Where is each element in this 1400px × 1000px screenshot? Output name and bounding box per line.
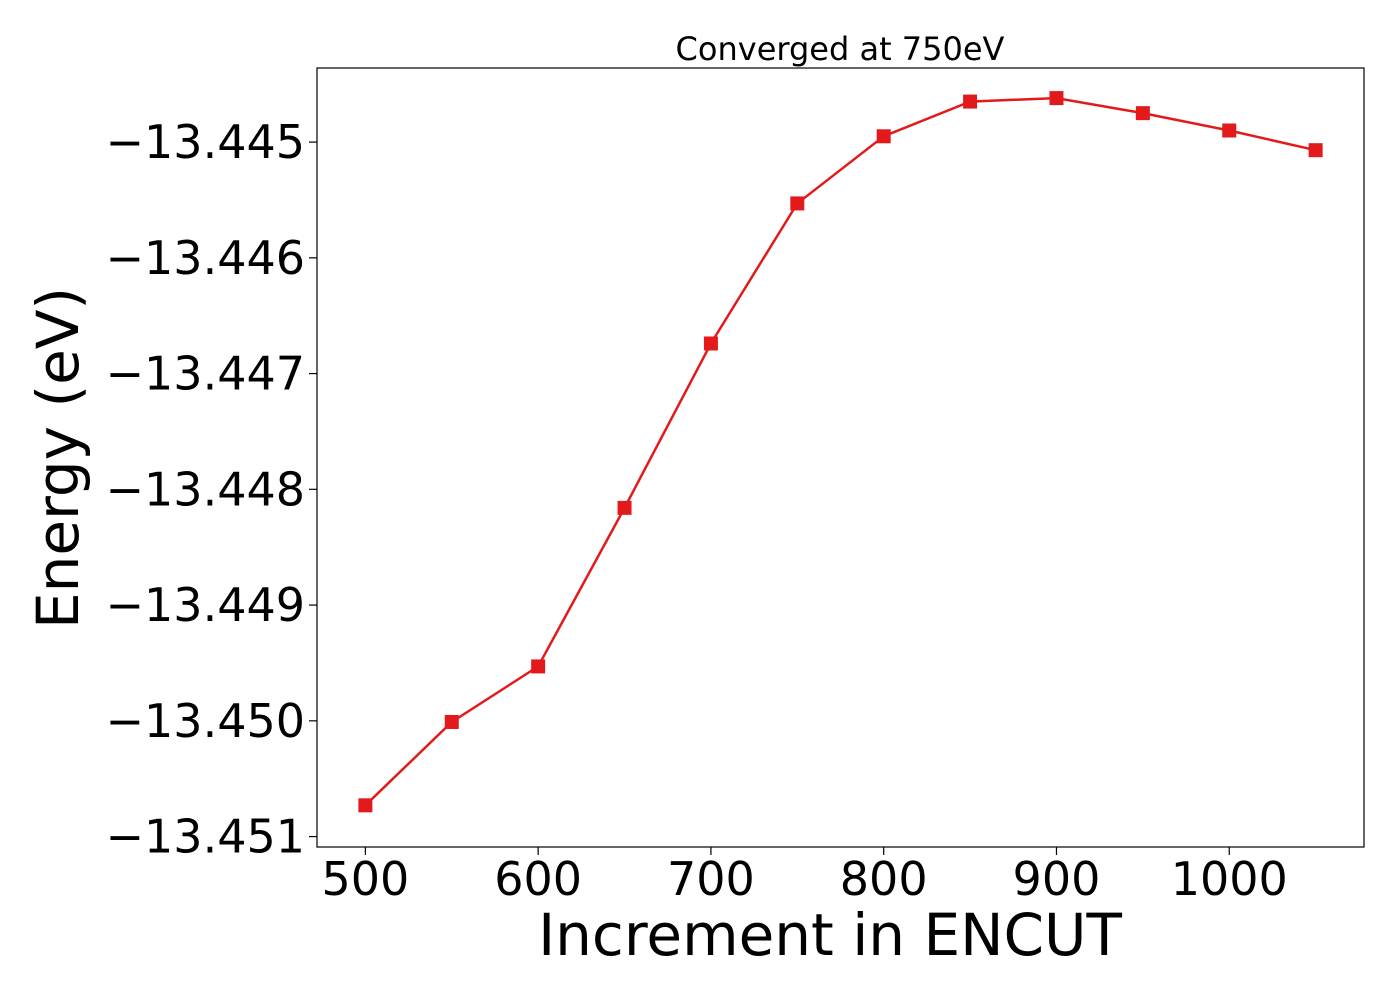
- plot-frame: [316, 67, 1365, 848]
- y-tick-label: −13.448: [106, 462, 306, 516]
- x-tick-label: 600: [494, 852, 582, 906]
- data-point: [876, 129, 891, 144]
- data-point: [358, 798, 373, 813]
- y-tick-label: −13.451: [106, 810, 306, 864]
- y-axis-label: Energy (eV): [24, 287, 92, 629]
- data-point: [703, 336, 718, 351]
- data-point: [1049, 91, 1064, 106]
- data-point: [1308, 143, 1323, 158]
- x-tick-label: 1000: [1171, 852, 1288, 906]
- x-axis: 500 600 700 800 900 1000: [321, 847, 1288, 906]
- x-tick-label: 500: [321, 852, 409, 906]
- chart-title: Converged at 750eV: [676, 30, 1005, 68]
- y-axis: −13.445 −13.446 −13.447 −13.448 −13.449 −13.4…: [106, 115, 317, 864]
- data-point: [790, 196, 805, 211]
- data-point: [963, 94, 978, 109]
- y-tick-label: −13.450: [106, 694, 306, 748]
- y-tick-label: −13.449: [106, 578, 306, 632]
- data-point: [1135, 106, 1150, 121]
- x-tick-label: 900: [1013, 852, 1101, 906]
- x-tick-label: 800: [840, 852, 928, 906]
- data-point: [617, 500, 632, 515]
- data-point: [531, 659, 546, 674]
- y-tick-label: −13.445: [106, 115, 306, 169]
- data-point: [1222, 123, 1237, 138]
- plot-area: [358, 91, 1323, 813]
- y-tick-label: −13.446: [106, 231, 306, 285]
- x-axis-label: Increment in ENCUT: [538, 901, 1122, 969]
- x-tick-label: 700: [667, 852, 755, 906]
- series-line: [364, 96, 1316, 807]
- y-tick-label: −13.447: [106, 347, 306, 401]
- data-point: [444, 714, 459, 729]
